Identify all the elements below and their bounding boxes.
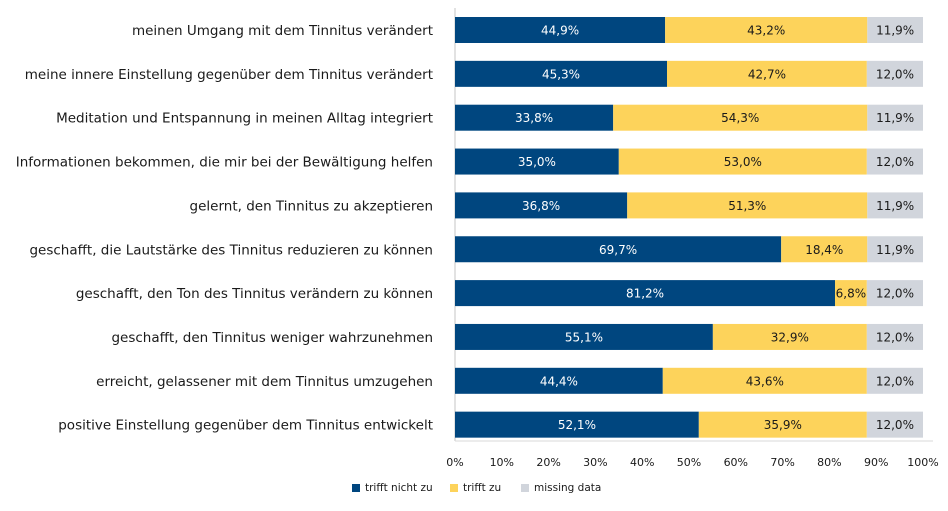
bar-segment [455,148,619,175]
bar-segment [455,367,663,394]
x-tick-label: 40% [630,456,654,469]
bar-segment [866,60,923,87]
bar-segment [613,104,868,131]
bar-segment [835,280,867,307]
legend-swatch [352,484,360,492]
legend-swatch [521,484,529,492]
bar-segment [867,104,923,131]
x-tick-label: 90% [864,456,888,469]
data-label: 69,7% [599,243,637,257]
category-label: Informationen bekommen, die mir bei der … [16,155,433,171]
data-label: 52,1% [558,418,596,432]
data-label: 33,8% [515,111,553,125]
data-label: 43,2% [747,24,785,38]
x-tick-label: 60% [724,456,748,469]
data-label: 35,9% [764,418,802,432]
data-label: 44,9% [541,24,579,38]
x-tick-label: 0% [446,456,463,469]
data-label: 55,1% [565,330,603,344]
data-label: 32,9% [771,330,809,344]
data-label: 53,0% [724,155,762,169]
bar-segment [665,17,868,43]
data-label: 11,9% [876,24,914,38]
x-tick-label: 20% [536,456,560,469]
data-label: 51,3% [728,199,766,213]
bar-segment [698,411,867,438]
category-label: geschafft, die Lautstärke des Tinnitus r… [29,242,433,258]
x-tick-label: 100% [907,456,938,469]
data-label: 45,3% [542,67,580,81]
bar-segment [867,236,923,263]
data-label: 18,4% [805,243,843,257]
data-label: 11,9% [876,243,914,257]
category-label: Meditation und Entspannung in meinen All… [56,111,433,127]
category-label: geschafft, den Ton des Tinnitus veränder… [76,286,433,302]
bar-segment [866,280,923,307]
category-label: gelernt, den Tinnitus zu akzeptieren [190,198,433,214]
data-label: 81,2% [626,287,664,301]
bar-segment [455,192,628,219]
x-tick-label: 30% [583,456,607,469]
data-label: 12,0% [876,374,914,388]
category-label: meine innere Einstellung gegenüber dem T… [25,67,433,83]
bar-segment [667,60,867,87]
bar-segment [662,367,867,394]
data-label: 54,3% [721,111,759,125]
bar-segment [867,192,923,219]
bar-segment [866,323,923,350]
legend-label: trifft zu [463,482,501,494]
data-label: 44,4% [540,374,578,388]
category-label: positive Einstellung gegenüber dem Tinni… [58,418,433,434]
bar-segment [712,323,867,350]
data-label: 36,8% [522,199,560,213]
bar-segment [455,17,666,43]
bar-segment [455,323,713,350]
category-label: geschafft, den Tinnitus weniger wahrzune… [111,330,433,346]
bar-segment [866,367,923,394]
bar-segment [455,236,782,263]
category-label: erreicht, gelassener mit dem Tinnitus um… [96,374,433,390]
bar-segment [455,104,614,131]
bar-segment [455,280,836,307]
data-label: 43,6% [746,374,784,388]
bar-segment [867,17,923,43]
data-label: 11,9% [876,111,914,125]
bar-segment [866,148,923,175]
data-label: 12,0% [876,67,914,81]
legend-label: trifft nicht zu [365,482,433,494]
legend-swatch [450,484,458,492]
bar-segment [627,192,868,219]
data-label: 11,9% [876,199,914,213]
data-label: 12,0% [876,155,914,169]
bar-segment [455,60,668,87]
x-tick-label: 50% [677,456,701,469]
category-label: meinen Umgang mit dem Tinnitus verändert [132,23,433,39]
bar-segment [618,148,867,175]
bar-segment [781,236,868,263]
data-label: 42,7% [748,67,786,81]
x-tick-label: 70% [770,456,794,469]
data-label: 12,0% [876,418,914,432]
bar-segment [455,411,699,438]
data-label: 35,0% [518,155,556,169]
data-label: 12,0% [876,330,914,344]
legend-label: missing data [534,482,601,494]
x-tick-label: 80% [817,456,841,469]
x-tick-label: 10% [490,456,514,469]
data-label: 12,0% [876,287,914,301]
data-label: 6,8% [836,287,867,301]
bar-segment [866,411,923,438]
